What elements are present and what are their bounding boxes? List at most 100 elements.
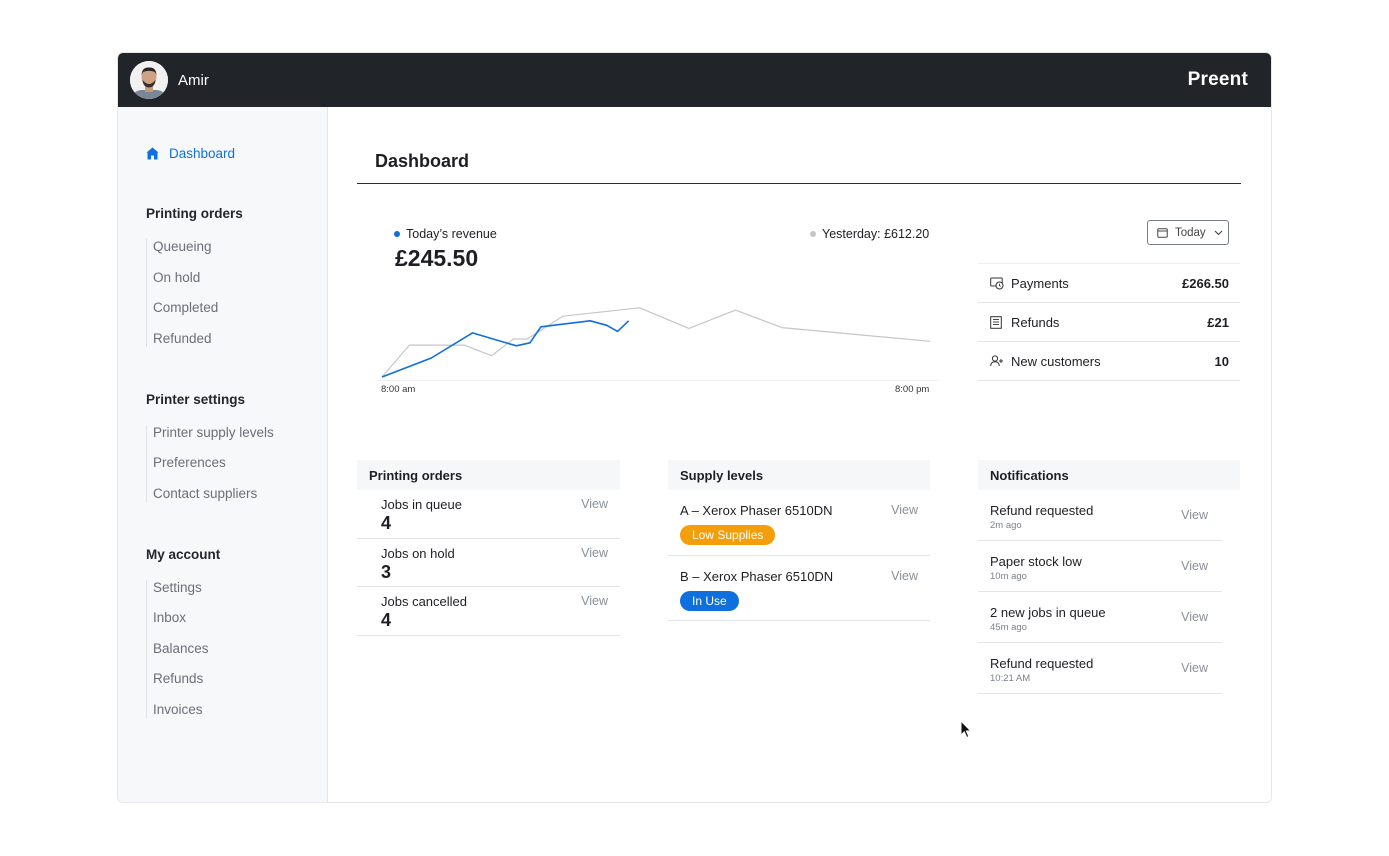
view-notification-link[interactable]: View xyxy=(1181,559,1208,573)
order-label: Jobs in queue xyxy=(381,497,462,512)
legend-today-label: Today’s revenue xyxy=(406,227,497,241)
order-label: Jobs on hold xyxy=(381,545,455,561)
stat-row-refunds: Refunds £21 xyxy=(978,303,1240,342)
notification-time: 2m ago xyxy=(990,520,1022,531)
nav-group-title-printing-orders: Printing orders xyxy=(146,206,243,221)
supply-row-printer-b: B – Xerox Phaser 6510DN View In Use xyxy=(668,556,930,621)
order-count: 4 xyxy=(381,513,392,533)
notification-label: Refund requested xyxy=(990,503,1094,518)
revenue-chart xyxy=(378,307,938,381)
order-label: Jobs cancelled xyxy=(381,594,467,609)
view-printer-a-link[interactable]: View xyxy=(891,503,918,517)
view-printer-b-link[interactable]: View xyxy=(891,568,918,583)
view-jobs-on-hold-link[interactable]: View xyxy=(581,545,608,560)
printer-label: B – Xerox Phaser 6510DN xyxy=(680,568,834,584)
view-jobs-in-queue-link[interactable]: View xyxy=(581,497,608,511)
stats-list: Payments £266.50 Refunds £21 xyxy=(978,263,1240,381)
sidebar-item-preferences[interactable]: Preferences xyxy=(153,455,226,470)
stat-row-payments: Payments £266.50 xyxy=(978,264,1240,303)
stat-value-refunds: £21 xyxy=(1207,314,1229,330)
date-range-button[interactable]: Today xyxy=(1147,220,1229,245)
page-title: Dashboard xyxy=(375,151,470,171)
legend-dot-today xyxy=(394,231,400,237)
notification-row: Refund requested 10:21 AM View xyxy=(978,643,1222,694)
order-row-jobs-cancelled: Jobs cancelled 4 View xyxy=(357,587,620,636)
x-tick-start: 8:00 am xyxy=(381,384,416,395)
notification-row: Refund requested 2m ago View xyxy=(978,490,1222,541)
supply-row-printer-a: A – Xerox Phaser 6510DN View Low Supplie… xyxy=(668,490,930,556)
nav-group-my-account: Settings Inbox Balances Refunds Invoices xyxy=(146,579,327,718)
order-count: 3 xyxy=(381,561,392,582)
sidebar-item-dashboard[interactable]: Dashboard xyxy=(146,145,327,161)
legend-dot-yesterday xyxy=(810,231,816,237)
legend-yesterday: Yesterday: £612.20 xyxy=(810,227,929,241)
app-window: Amir Preent Dashboard Printing orders Qu… xyxy=(117,52,1272,803)
stat-row-new-customers: New customers 10 xyxy=(978,342,1240,381)
notification-label: Refund requested xyxy=(990,656,1094,671)
notification-time: 10m ago xyxy=(990,571,1027,582)
panel-title-printing-orders: Printing orders xyxy=(357,460,620,490)
sidebar: Dashboard Printing orders Queueing On ho… xyxy=(118,107,328,802)
add-user-icon xyxy=(990,354,1004,368)
view-notification-link[interactable]: View xyxy=(1181,508,1208,522)
order-count: 4 xyxy=(381,610,392,630)
x-tick-end: 8:00 pm xyxy=(895,384,930,395)
printer-label: A – Xerox Phaser 6510DN xyxy=(680,503,833,518)
sidebar-item-on-hold[interactable]: On hold xyxy=(153,269,201,285)
sidebar-item-invoices[interactable]: Invoices xyxy=(153,701,203,717)
sidebar-item-refunded[interactable]: Refunded xyxy=(153,330,212,346)
nav-group-title-printer-settings: Printer settings xyxy=(146,391,246,407)
sidebar-item-contact-suppliers[interactable]: Contact suppliers xyxy=(153,485,258,501)
nav-group-printer-settings: Printer supply levels Preferences Contac… xyxy=(146,424,327,502)
series-line-today xyxy=(381,320,630,378)
notifications-panel: Notifications Refund requested 2m ago Vi… xyxy=(978,460,1240,694)
user-name: Amir xyxy=(178,71,209,89)
receipt-icon xyxy=(990,315,1004,329)
top-bar: Amir Preent xyxy=(118,53,1271,107)
sidebar-item-refunds[interactable]: Refunds xyxy=(153,671,204,686)
notification-time: 10:21 AM xyxy=(990,673,1031,684)
notification-row: Paper stock low 10m ago View xyxy=(978,541,1222,592)
sidebar-item-printer-supply-levels[interactable]: Printer supply levels xyxy=(153,424,274,440)
view-jobs-cancelled-link[interactable]: View xyxy=(581,594,608,608)
view-notification-link[interactable]: View xyxy=(1181,661,1208,675)
status-badge-in-use: In Use xyxy=(680,590,739,611)
title-divider xyxy=(357,183,1241,184)
legend-yesterday-label: Yesterday: £612.20 xyxy=(822,227,930,241)
supply-levels-panel: Supply levels A – Xerox Phaser 6510DN Vi… xyxy=(668,460,930,621)
sidebar-item-label: Dashboard xyxy=(169,145,236,161)
view-notification-link[interactable]: View xyxy=(1181,610,1208,624)
order-row-jobs-on-hold: Jobs on hold 3 View xyxy=(357,539,620,587)
date-range-label: Today xyxy=(1175,226,1206,239)
stat-label-payments: Payments xyxy=(1011,275,1069,291)
notification-label: 2 new jobs in queue xyxy=(990,605,1106,620)
calendar-icon xyxy=(1157,228,1168,238)
sidebar-item-completed[interactable]: Completed xyxy=(153,300,219,315)
order-row-jobs-in-queue: Jobs in queue 4 View xyxy=(357,490,620,539)
home-icon xyxy=(146,147,159,159)
brand-logo: Preent xyxy=(1187,69,1248,90)
sidebar-item-queueing[interactable]: Queueing xyxy=(153,239,212,254)
printing-orders-panel: Printing orders Jobs in queue 4 View Job… xyxy=(357,460,620,636)
sidebar-item-inbox[interactable]: Inbox xyxy=(153,610,187,625)
avatar[interactable] xyxy=(130,61,168,99)
stat-label-refunds: Refunds xyxy=(1011,314,1060,330)
sidebar-item-balances[interactable]: Balances xyxy=(153,640,209,656)
sidebar-item-settings[interactable]: Settings xyxy=(153,579,202,595)
nav-group-title-my-account: My account xyxy=(146,546,221,562)
main-content: Dashboard Today’s revenue Yesterday: £61… xyxy=(328,107,1271,802)
stat-value-payments: £266.50 xyxy=(1182,275,1229,291)
series-line-yesterday xyxy=(381,307,931,378)
notification-label: Paper stock low xyxy=(990,554,1082,569)
revenue-value: £245.50 xyxy=(395,245,479,271)
stat-label-new-customers: New customers xyxy=(1011,353,1101,369)
nav-group-printing-orders: Queueing On hold Completed Refunded xyxy=(146,239,327,347)
mouse-cursor-icon xyxy=(960,720,972,739)
notification-row: 2 new jobs in queue 45m ago View xyxy=(978,592,1222,643)
panel-title-notifications: Notifications xyxy=(978,460,1240,490)
legend-today: Today’s revenue xyxy=(394,227,497,241)
stat-value-new-customers: 10 xyxy=(1214,353,1229,369)
notification-time: 45m ago xyxy=(990,622,1027,633)
chevron-down-icon xyxy=(1214,230,1223,235)
payments-icon xyxy=(990,276,1004,290)
